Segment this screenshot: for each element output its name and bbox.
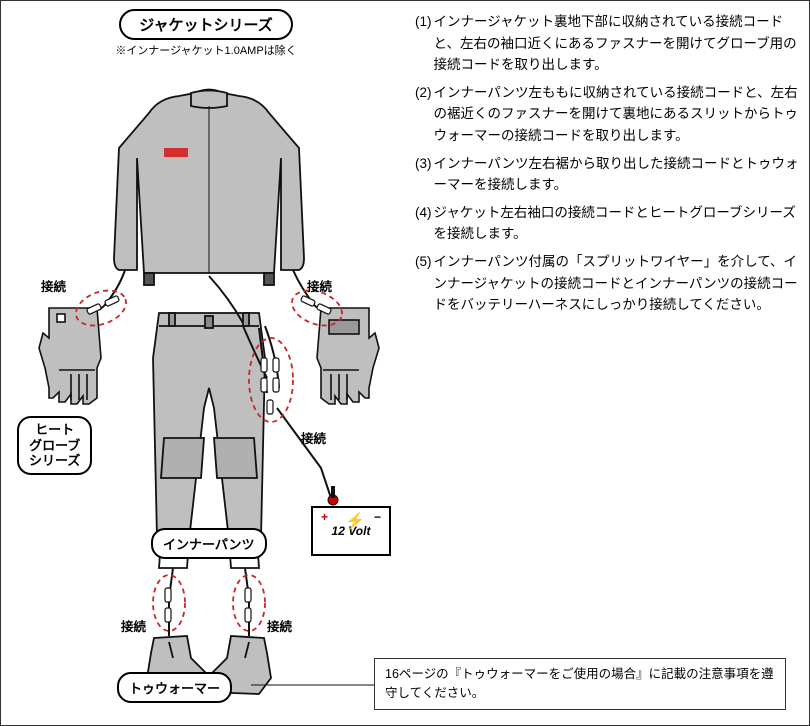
connect-label-right-leg: 接続 (267, 616, 292, 635)
instruction-text: ジャケット左右袖口の接続コードとヒートグローブシリーズを接続します。 (434, 202, 800, 245)
instruction-item: (5) インナーパンツ付属の「スプリットワイヤー」を介して、インナージャケットの… (415, 251, 799, 316)
instruction-number: (5) (415, 251, 432, 316)
battery-minus-icon: − (374, 510, 381, 524)
instruction-text: インナージャケット裏地下部に収納されている接続コードと、左右の袖口近くにあるファ… (434, 11, 800, 76)
heat-glove-label: ヒートグローブシリーズ (17, 416, 92, 475)
instruction-number: (4) (415, 202, 432, 245)
battery-plus-icon: + (321, 510, 328, 524)
jacket-series-title: ジャケットシリーズ (119, 9, 293, 40)
toe-warmer-label-text: トゥウォーマー (129, 681, 220, 696)
battery-box: + − ⚡ 12 Volt (311, 506, 391, 556)
instruction-item: (2) インナーパンツ左ももに収納されている接続コードと、左右の裾近くのファスナ… (415, 82, 799, 147)
instruction-item: (4) ジャケット左右袖口の接続コードとヒートグローブシリーズを接続します。 (415, 202, 799, 245)
inner-pants-label-text: インナーパンツ (163, 537, 255, 552)
instruction-item: (3) インナーパンツ左右裾から取り出した接続コードとトゥウォーマーを接続します… (415, 153, 799, 196)
wiring-diagram: 接続 接続 接続 接続 接続 ヒートグローブシリーズ インナーパンツ トゥウォー… (9, 58, 403, 708)
footer-note: 16ページの『トゥウォーマーをご使用の場合』に記載の注意事項を遵守してください。 (374, 658, 786, 710)
instruction-text: インナーパンツ左ももに収納されている接続コードと、左右の裾近くのファスナーを開け… (434, 82, 800, 147)
title-subnote: ※インナージャケット1.0AMPは除く (9, 42, 403, 58)
connect-label-left-leg: 接続 (121, 616, 146, 635)
instruction-number: (1) (415, 11, 432, 76)
instruction-list: (1) インナージャケット裏地下部に収納されている接続コードと、左右の袖口近くに… (415, 11, 799, 316)
battery-bolt-icon: ⚡ (345, 511, 365, 531)
heat-glove-label-text: ヒートグローブシリーズ (29, 422, 80, 468)
instruction-item: (1) インナージャケット裏地下部に収納されている接続コードと、左右の袖口近くに… (415, 11, 799, 76)
inner-pants-label: インナーパンツ (151, 528, 267, 559)
toe-warmer-label: トゥウォーマー (117, 672, 232, 703)
title-text: ジャケットシリーズ (139, 17, 273, 34)
connect-label-left-cuff: 接続 (41, 276, 66, 295)
footer-note-text: 16ページの『トゥウォーマーをご使用の場合』に記載の注意事項を遵守してください。 (385, 667, 774, 700)
instruction-number: (3) (415, 153, 432, 196)
instruction-text: インナーパンツ付属の「スプリットワイヤー」を介して、インナージャケットの接続コー… (434, 251, 800, 316)
connect-label-split: 接続 (301, 428, 326, 447)
instruction-number: (2) (415, 82, 432, 147)
instruction-text: インナーパンツ左右裾から取り出した接続コードとトゥウォーマーを接続します。 (434, 153, 800, 196)
connect-label-right-cuff: 接続 (307, 276, 332, 295)
